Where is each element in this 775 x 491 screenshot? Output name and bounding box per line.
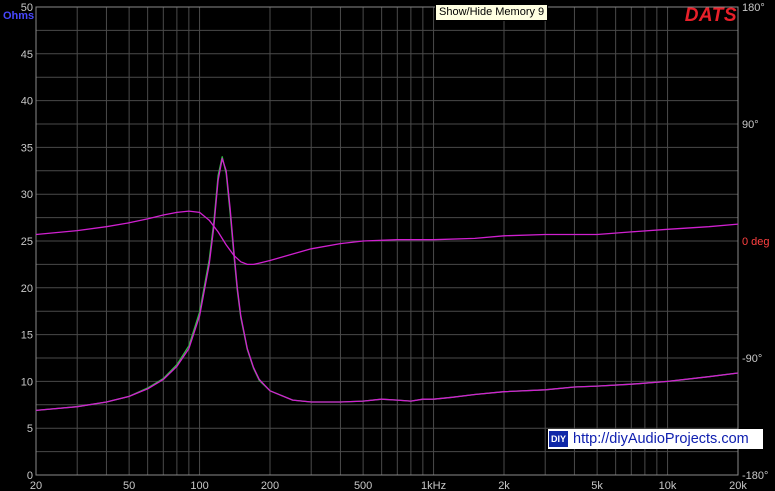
watermark-link[interactable]: http://diyAudioProjects.com: [573, 431, 749, 447]
diy-badge: DIY: [549, 431, 569, 447]
y-tick-label: 35: [21, 142, 33, 154]
y-tick-label: 0: [27, 470, 33, 482]
phase-trace: [35, 210, 739, 266]
x-tick-labels: 20 50 100 200 500 1kHz 2k 5k 10k 20k: [30, 480, 747, 491]
x-tick-label: 100: [190, 480, 208, 491]
y-tick-label: 25: [21, 236, 33, 248]
brand-logo: DATS: [684, 5, 737, 26]
x-tick-label: 200: [261, 480, 279, 491]
y-tick-label: 5: [27, 423, 33, 435]
y2-tick-label: -90°: [742, 353, 762, 365]
y2-tick-label: 0 deg: [742, 236, 770, 248]
x-tick-label: 10k: [659, 480, 677, 491]
y2-tick-label: 180°: [742, 2, 765, 14]
impedance-trace: [35, 157, 739, 412]
y2-tick-labels: 180° 90° 0 deg -90° -180°: [742, 2, 770, 482]
y-tick-label: 45: [21, 49, 33, 61]
y-tick-labels: 0 5 10 15 20 25 30 35 40 45 50: [21, 2, 33, 482]
plot-frame: [35, 6, 739, 476]
y-tick-label: 50: [21, 2, 33, 14]
watermark[interactable]: DIY http://diyAudioProjects.com: [548, 429, 763, 449]
memory-tooltip: Show/Hide Memory 9: [435, 4, 549, 21]
chart-traces: [35, 156, 739, 412]
y-tick-label: 40: [21, 96, 33, 108]
y-tick-label: 15: [21, 330, 33, 342]
y-axis-label: Ohms: [3, 10, 34, 22]
x-tick-label: 20k: [729, 480, 747, 491]
x-tick-label: 500: [354, 480, 372, 491]
y-tick-label: 30: [21, 189, 33, 201]
y-tick-label: 10: [21, 376, 33, 388]
x-tick-label: 2k: [498, 480, 510, 491]
x-tick-label: 1kHz: [421, 480, 446, 491]
y2-tick-label: 90°: [742, 119, 759, 131]
x-tick-label: 5k: [591, 480, 603, 491]
x-tick-label: 50: [123, 480, 135, 491]
y2-tick-label: -180°: [742, 470, 768, 482]
chart-grid: [36, 6, 738, 476]
x-tick-label: 20: [30, 480, 42, 491]
y-tick-label: 20: [21, 283, 33, 295]
